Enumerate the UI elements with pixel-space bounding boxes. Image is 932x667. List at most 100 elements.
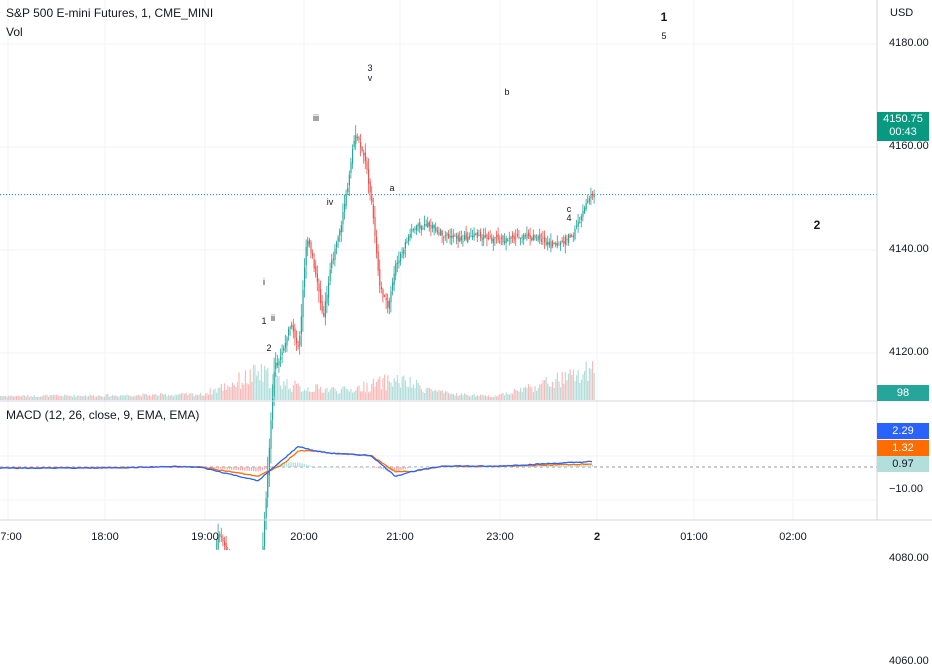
volume-bar-19 xyxy=(30,395,32,400)
volume-bar-84 xyxy=(134,395,136,400)
volume-bar-148 xyxy=(236,381,238,400)
volume-bars xyxy=(0,361,595,400)
macd-histogram-bar-241 xyxy=(530,465,532,467)
candle-166 xyxy=(265,498,267,519)
macd-histogram-bar-167 xyxy=(367,467,369,468)
macd-badge: 2.29 xyxy=(877,423,929,439)
macd-label[interactable]: MACD (12, 26, close, 9, EMA, EMA) xyxy=(6,408,200,422)
candle-328 xyxy=(524,235,526,237)
macd-histogram-bar-111 xyxy=(244,467,246,471)
volume-bar-263 xyxy=(420,388,422,400)
candle-275 xyxy=(440,229,442,236)
volume-bar-33 xyxy=(52,394,54,400)
volume-bar-184 xyxy=(294,380,296,400)
candle-364 xyxy=(582,210,584,217)
candle-240 xyxy=(384,295,386,297)
volume-bar-193 xyxy=(308,391,310,400)
macd-histogram-bar-34 xyxy=(74,467,77,468)
macd-tick-0: −10.00 xyxy=(889,483,923,495)
volume-bar-205 xyxy=(328,392,330,400)
wave-label-i: i xyxy=(263,277,265,287)
volume-bar-48 xyxy=(76,395,78,400)
candle-274 xyxy=(438,232,440,235)
macd-histogram-bar-168 xyxy=(369,467,371,468)
volume-bar-55 xyxy=(88,395,90,400)
candle-357 xyxy=(571,235,573,237)
candle-352 xyxy=(563,241,565,244)
candle-260 xyxy=(416,225,418,231)
volume-bar-50 xyxy=(80,395,82,400)
macd-histogram-bar-166 xyxy=(365,467,367,468)
candle-219 xyxy=(350,162,352,173)
volume-bar-305 xyxy=(488,395,490,400)
candle-370 xyxy=(592,193,594,196)
volume-bar-177 xyxy=(283,381,285,400)
candle-246 xyxy=(393,273,395,285)
volume-bar-14 xyxy=(22,395,24,400)
candle-326 xyxy=(521,236,523,238)
volume-bar-127 xyxy=(203,395,205,400)
volume-bar-108 xyxy=(172,396,174,400)
macd-histogram-bar-146 xyxy=(321,467,323,468)
volume-bar-86 xyxy=(137,394,139,400)
volume-bar-224 xyxy=(358,385,360,400)
candle-365 xyxy=(584,207,586,213)
volume-bar-95 xyxy=(152,394,154,400)
candle-225 xyxy=(360,142,362,148)
volume-bar-69 xyxy=(110,395,112,400)
volume-bar-72 xyxy=(115,395,117,400)
time-tick-5: 23:00 xyxy=(486,531,514,543)
candle-273 xyxy=(436,230,438,233)
macd-histogram-bar-133 xyxy=(292,462,294,467)
volume-label[interactable]: Vol xyxy=(6,25,23,39)
candle-173 xyxy=(276,362,278,366)
volume-bar-162 xyxy=(259,380,261,400)
macd-histogram-bar-17 xyxy=(37,467,39,468)
volume-bar-155 xyxy=(248,384,250,400)
candle-199 xyxy=(318,283,320,292)
macd-histogram-bar-195 xyxy=(429,466,431,468)
macd-histogram-bar-192 xyxy=(422,466,424,468)
candle-319 xyxy=(510,236,512,239)
candle-362 xyxy=(579,221,581,224)
candle-295 xyxy=(472,235,474,238)
volume-bar-16 xyxy=(25,396,27,400)
volume-bar-325 xyxy=(520,387,522,400)
candle-210 xyxy=(336,242,338,248)
volume-bar-202 xyxy=(323,392,325,400)
volume-bar-297 xyxy=(475,396,477,400)
volume-bar-201 xyxy=(321,392,323,400)
volume-bar-319 xyxy=(510,393,512,400)
volume-bar-157 xyxy=(251,381,253,400)
candle-137 xyxy=(219,533,221,537)
candle-297 xyxy=(475,233,477,235)
volume-bar-307 xyxy=(491,397,493,400)
volume-bar-192 xyxy=(307,387,309,400)
candle-168 xyxy=(268,447,270,476)
chart-canvas[interactable] xyxy=(0,0,932,550)
volume-bar-217 xyxy=(347,389,349,400)
volume-bar-258 xyxy=(412,384,414,400)
time-tick-8: 02:00 xyxy=(779,531,807,543)
macd-histogram-bar-169 xyxy=(371,467,374,468)
volume-bar-243 xyxy=(388,381,390,400)
candle-369 xyxy=(590,195,592,198)
macd-histogram-bar-147 xyxy=(323,467,325,468)
symbol-title[interactable]: S&P 500 E-mini Futures, 1, CME_MINI xyxy=(6,6,214,20)
macd-histogram-bar-254 xyxy=(558,465,561,467)
volume-bar-368 xyxy=(588,367,590,400)
macd-histogram-bar-145 xyxy=(319,467,321,468)
volume-bar-236 xyxy=(377,378,379,400)
volume-bar-124 xyxy=(198,394,200,400)
volume-bar-255 xyxy=(408,387,410,400)
macd-histogram-bar-148 xyxy=(325,467,327,468)
volume-bar-4 xyxy=(6,396,8,400)
candle-241 xyxy=(385,297,387,301)
volume-bar-70 xyxy=(112,394,114,400)
volume-bar-59 xyxy=(94,396,96,400)
volume-bar-260 xyxy=(416,379,418,400)
candle-235 xyxy=(376,236,378,253)
volume-bar-245 xyxy=(392,386,394,400)
volume-bar-270 xyxy=(432,391,434,400)
